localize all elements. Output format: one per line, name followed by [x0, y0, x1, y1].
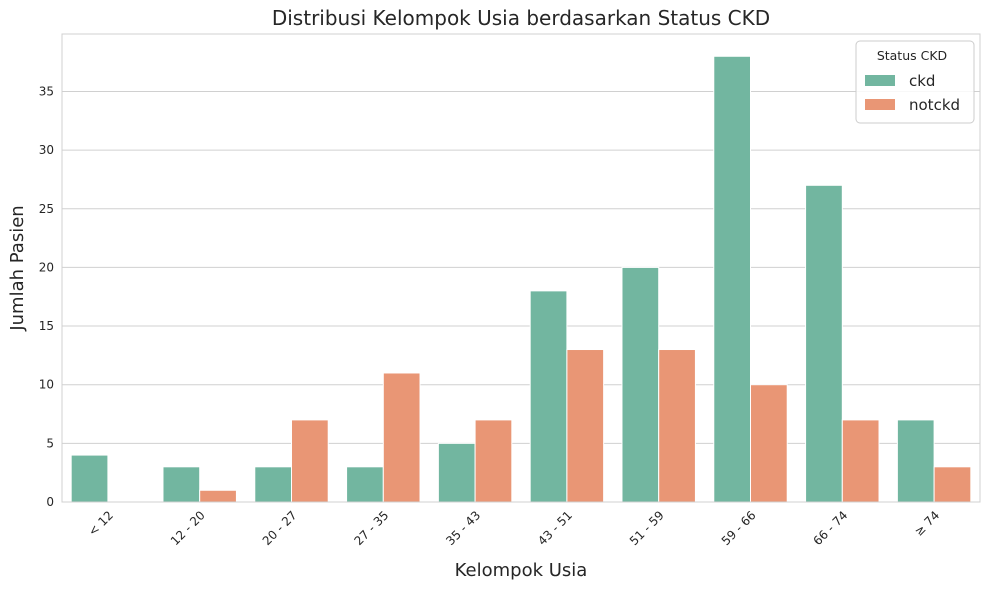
bar-notckd-51-59: [658, 349, 696, 503]
bar-ckd-35-43: [437, 442, 476, 503]
bar-notckd-27-35: [382, 372, 421, 503]
legend: Status CKD ckd notckd: [855, 40, 975, 124]
legend-title: Status CKD: [877, 48, 947, 63]
y-tick-label: 20: [39, 260, 54, 274]
bars: [70, 55, 972, 503]
bar-ckd-66-74: [805, 184, 843, 503]
bar-notckd-12-20: [199, 489, 237, 503]
x-axis-label: Kelompok Usia: [455, 560, 588, 581]
bar-ckd-74: [896, 419, 935, 503]
legend-swatch-ckd: [865, 75, 895, 86]
bar-ckd-27-35: [346, 466, 384, 503]
y-tick-label: 10: [39, 378, 54, 392]
bar-ckd-12: [70, 454, 109, 503]
bar-ckd-51-59: [621, 266, 660, 503]
y-tick-label: 35: [39, 84, 54, 98]
bar-ckd-59-66: [713, 55, 752, 503]
y-tick-label: 25: [39, 202, 54, 216]
y-axis-label: Jumlah Pasien: [7, 205, 28, 331]
y-tick-labels: 0 5 10 15 20 25 30 35: [39, 84, 54, 509]
legend-label-ckd: ckd: [909, 72, 935, 90]
legend-swatch-notckd: [865, 99, 895, 110]
bar-notckd-66-74: [841, 419, 880, 503]
legend-label-notckd: notckd: [909, 96, 960, 114]
bar-notckd-35-43: [474, 419, 513, 503]
bar-ckd-20-27: [254, 466, 292, 503]
plot-frame: [61, 33, 981, 503]
y-tick-label: 0: [46, 495, 54, 509]
y-tick-label: 5: [46, 436, 54, 450]
bar-notckd-43-51: [566, 349, 605, 503]
bar-notckd-59-66: [750, 384, 788, 503]
bar-ckd-12-20: [162, 466, 201, 503]
chart-title: Distribusi Kelompok Usia berdasarkan Sta…: [272, 6, 770, 30]
y-tick-label: 15: [39, 319, 54, 333]
bar-notckd-20-27: [291, 419, 329, 503]
bar-notckd-74: [933, 466, 972, 503]
bar-ckd-43-51: [529, 290, 568, 503]
y-tick-label: 30: [39, 143, 54, 157]
